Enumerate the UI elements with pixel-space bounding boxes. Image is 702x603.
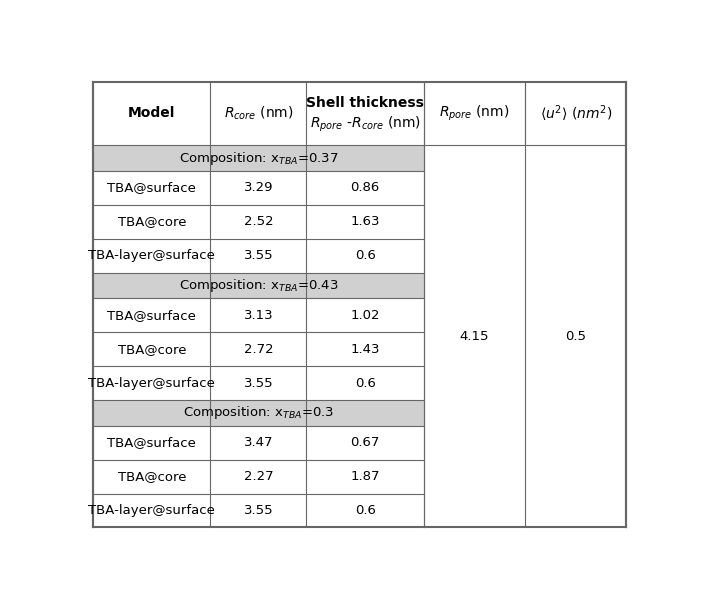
Bar — [424, 171, 525, 205]
Text: TBA@core: TBA@core — [118, 215, 186, 229]
Text: 1.63: 1.63 — [350, 215, 380, 229]
Bar — [93, 145, 424, 171]
Bar — [525, 171, 626, 205]
Text: 3.29: 3.29 — [244, 182, 273, 194]
Bar — [307, 426, 424, 459]
Text: 2.52: 2.52 — [244, 215, 273, 229]
Bar — [211, 81, 307, 145]
Bar — [424, 426, 525, 459]
Bar — [424, 493, 525, 528]
Text: 2.27: 2.27 — [244, 470, 273, 483]
Bar — [424, 366, 525, 400]
Bar — [211, 298, 307, 332]
Text: 0.6: 0.6 — [355, 376, 376, 390]
Bar — [424, 459, 525, 493]
Text: Composition: x$_{\mathit{TBA}}$=0.3: Composition: x$_{\mathit{TBA}}$=0.3 — [183, 405, 334, 421]
Bar — [525, 81, 626, 145]
Text: $\mathit{R}_{pore}$ (nm): $\mathit{R}_{pore}$ (nm) — [439, 104, 510, 123]
Bar — [525, 366, 626, 400]
Text: 3.47: 3.47 — [244, 436, 273, 449]
Bar — [93, 400, 424, 426]
Bar — [93, 205, 211, 239]
Text: Shell thickness: Shell thickness — [306, 96, 424, 110]
Text: TBA@core: TBA@core — [118, 343, 186, 356]
Text: Composition: x$_{\mathit{TBA}}$=0.43: Composition: x$_{\mathit{TBA}}$=0.43 — [178, 277, 338, 294]
Bar — [211, 171, 307, 205]
Text: 1.43: 1.43 — [350, 343, 380, 356]
Bar — [307, 366, 424, 400]
Text: 1.02: 1.02 — [350, 309, 380, 322]
Bar — [424, 298, 525, 332]
Bar — [424, 273, 626, 298]
Text: $\mathit{R}_{pore}$ -$\mathit{R}_{core}$ (nm): $\mathit{R}_{pore}$ -$\mathit{R}_{core}$… — [310, 115, 420, 134]
Text: 0.5: 0.5 — [565, 330, 586, 343]
Bar — [525, 459, 626, 493]
Bar — [525, 298, 626, 332]
Text: 0.67: 0.67 — [350, 436, 380, 449]
Text: TBA@core: TBA@core — [118, 470, 186, 483]
Text: Model: Model — [128, 106, 176, 121]
Bar — [93, 298, 211, 332]
Bar — [211, 205, 307, 239]
Bar — [424, 332, 525, 366]
Bar — [307, 298, 424, 332]
Text: TBA-layer@surface: TBA-layer@surface — [88, 504, 216, 517]
Bar — [211, 239, 307, 273]
Bar — [93, 171, 211, 205]
Text: TBA@surface: TBA@surface — [107, 436, 197, 449]
Bar — [93, 493, 211, 528]
Bar — [93, 81, 211, 145]
Bar — [424, 81, 525, 145]
Text: Composition: x$_{\mathit{TBA}}$=0.37: Composition: x$_{\mathit{TBA}}$=0.37 — [178, 150, 338, 166]
Bar — [93, 459, 211, 493]
Bar — [307, 81, 424, 145]
Bar — [93, 273, 424, 298]
Bar — [307, 205, 424, 239]
Bar — [424, 400, 626, 426]
Text: TBA-layer@surface: TBA-layer@surface — [88, 376, 216, 390]
Bar — [211, 426, 307, 459]
Bar — [93, 332, 211, 366]
Bar — [93, 366, 211, 400]
Bar — [307, 493, 424, 528]
Bar — [525, 205, 626, 239]
Bar — [307, 459, 424, 493]
Bar — [525, 426, 626, 459]
Bar — [424, 205, 525, 239]
Text: 0.86: 0.86 — [350, 182, 380, 194]
Text: $\langle u^2\rangle$ $(\mathit{nm}^2)$: $\langle u^2\rangle$ $(\mathit{nm}^2)$ — [540, 103, 612, 124]
Bar — [211, 366, 307, 400]
Bar — [307, 332, 424, 366]
Bar — [525, 493, 626, 528]
Bar — [211, 332, 307, 366]
Text: TBA@surface: TBA@surface — [107, 309, 197, 322]
Bar — [525, 332, 626, 366]
Bar — [211, 459, 307, 493]
Text: 3.55: 3.55 — [244, 504, 273, 517]
Text: TBA-layer@surface: TBA-layer@surface — [88, 249, 216, 262]
Text: 2.72: 2.72 — [244, 343, 273, 356]
Bar — [424, 145, 626, 171]
Text: 0.6: 0.6 — [355, 249, 376, 262]
Bar — [307, 171, 424, 205]
Bar — [307, 239, 424, 273]
Text: 3.55: 3.55 — [244, 249, 273, 262]
Bar — [525, 239, 626, 273]
Bar — [93, 426, 211, 459]
Text: 3.13: 3.13 — [244, 309, 273, 322]
Text: 3.55: 3.55 — [244, 376, 273, 390]
Bar — [424, 239, 525, 273]
Text: 0.6: 0.6 — [355, 504, 376, 517]
Bar — [211, 493, 307, 528]
Text: $\mathit{R}_{core}$ (nm): $\mathit{R}_{core}$ (nm) — [224, 105, 293, 122]
Text: TBA@surface: TBA@surface — [107, 182, 197, 194]
Bar — [93, 239, 211, 273]
Text: 4.15: 4.15 — [460, 330, 489, 343]
Bar — [524, 145, 526, 528]
Text: 1.87: 1.87 — [350, 470, 380, 483]
